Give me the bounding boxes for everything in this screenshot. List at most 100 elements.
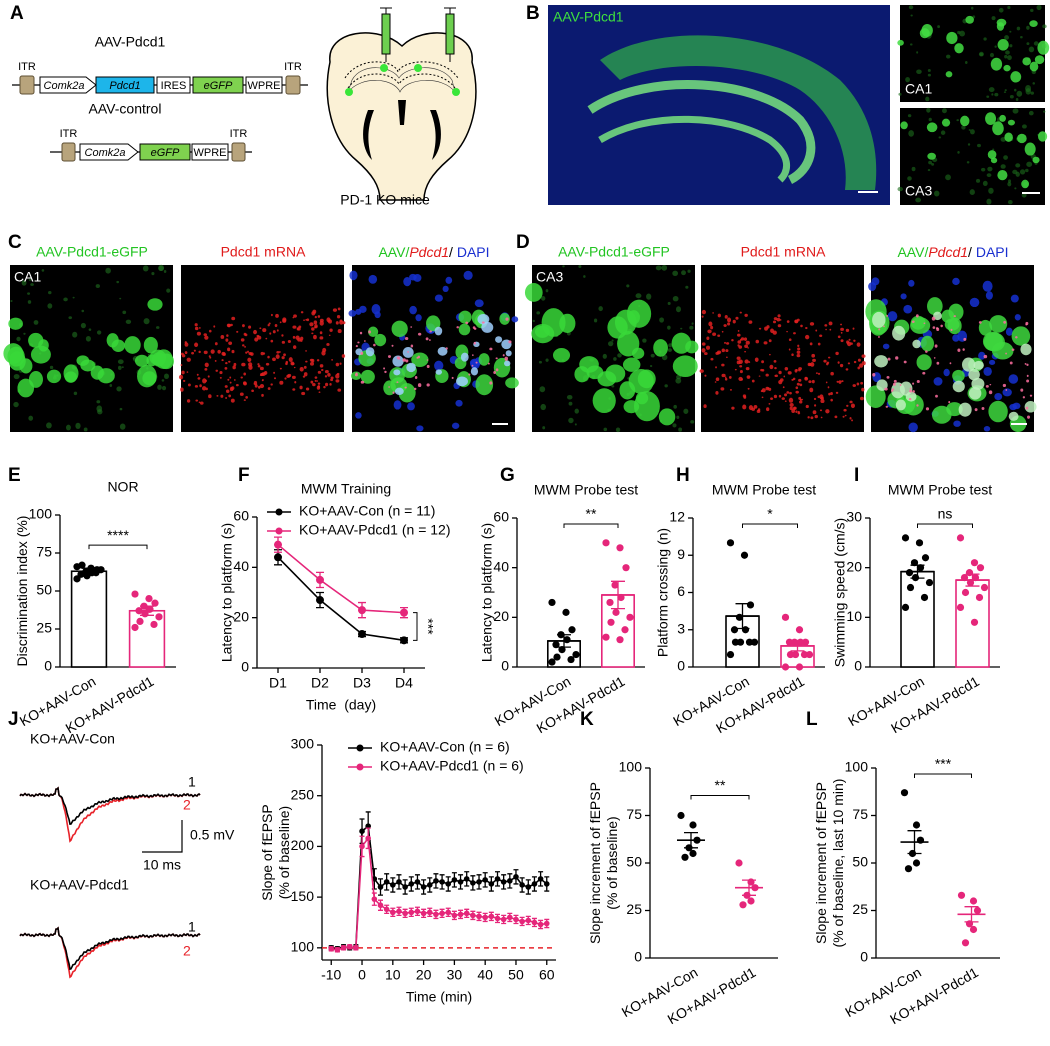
micrograph: [348, 265, 519, 432]
cell: [941, 108, 947, 114]
cell: [788, 338, 792, 342]
cell: [186, 357, 191, 362]
cell: [293, 366, 296, 369]
y-axis-title: Slope increment of fEPSP: [813, 782, 829, 944]
cell: [777, 314, 781, 318]
cell: [1005, 50, 1010, 55]
cell: [465, 321, 469, 325]
cell: [474, 299, 484, 308]
cell: [417, 355, 421, 359]
cell: [664, 384, 668, 388]
cell: [795, 386, 799, 390]
cell: [578, 265, 582, 269]
cell: [161, 379, 165, 382]
cell: [973, 360, 984, 370]
cell: [125, 319, 132, 324]
element-box: [192, 76, 244, 94]
cell: [812, 358, 816, 362]
cell: [502, 354, 505, 357]
element-label: Pdcd1: [109, 80, 140, 92]
cell: [731, 339, 734, 342]
legend-label: KO+AAV-Pdcd1 (n = 6): [380, 758, 524, 774]
cell: [715, 351, 719, 355]
data-point: [383, 906, 390, 913]
cell: [316, 359, 320, 362]
cell: [311, 327, 315, 331]
cell: [471, 364, 474, 367]
element-label: ITR: [18, 61, 36, 73]
cell: [257, 385, 261, 389]
cell: [814, 414, 818, 419]
cell: [717, 313, 721, 318]
cell: [49, 365, 54, 370]
cell: [134, 354, 149, 367]
cell: [199, 401, 204, 405]
data-point: [731, 638, 740, 646]
cell: [865, 385, 886, 408]
cell: [203, 350, 208, 355]
cell: [204, 362, 209, 368]
cell: [933, 311, 942, 321]
data-point: [488, 881, 495, 887]
legend-marker: [356, 763, 364, 771]
cell: [953, 315, 956, 318]
cell: [788, 348, 791, 351]
cell: [539, 386, 546, 393]
cell: [681, 270, 686, 276]
data-point: [537, 921, 544, 928]
cell: [784, 366, 789, 371]
cell: [809, 342, 813, 346]
panel-label: E: [8, 465, 21, 486]
image-label: CA1: [14, 269, 41, 285]
data-point: [513, 916, 519, 923]
data-point: [916, 564, 925, 572]
cell: [872, 311, 886, 328]
cell: [281, 334, 284, 337]
cell: [406, 362, 416, 373]
cell: [285, 362, 288, 366]
significance-bracket: [917, 523, 973, 528]
cell: [655, 265, 662, 271]
cell: [946, 402, 963, 417]
cell: [737, 340, 742, 344]
cell: [261, 372, 266, 376]
cell: [143, 318, 150, 325]
cell: [434, 360, 444, 371]
title-part: Pdcd1: [409, 244, 449, 260]
cell: [68, 316, 73, 320]
cell: [961, 125, 966, 130]
cell: [394, 387, 404, 396]
cell: [763, 341, 768, 345]
cell: [324, 375, 328, 378]
cell: [706, 336, 710, 341]
cell: [1028, 46, 1035, 53]
cell: [309, 361, 314, 366]
significance-bracket: [742, 523, 798, 528]
cell: [327, 319, 332, 324]
cell: [986, 95, 990, 98]
cell: [817, 372, 821, 375]
itr-box: [285, 75, 301, 95]
cell: [935, 394, 938, 398]
cell: [766, 407, 770, 412]
cell: [272, 330, 276, 334]
cell: [30, 345, 51, 364]
cell: [799, 400, 803, 404]
data-point: [73, 575, 81, 583]
cell: [327, 373, 331, 377]
element-label: WPRE: [248, 80, 281, 92]
cell: [815, 372, 818, 375]
cell: [963, 337, 967, 341]
cell: [723, 324, 727, 327]
y-tick-label: 100: [29, 506, 53, 522]
cell: [744, 313, 748, 317]
cell: [224, 385, 228, 388]
cell: [1000, 164, 1006, 169]
cell: [199, 326, 201, 329]
cell: [251, 389, 254, 393]
cell: [279, 351, 281, 353]
data-point: [420, 884, 427, 890]
cell: [840, 331, 843, 334]
cell: [810, 416, 814, 420]
cell: [155, 326, 160, 329]
